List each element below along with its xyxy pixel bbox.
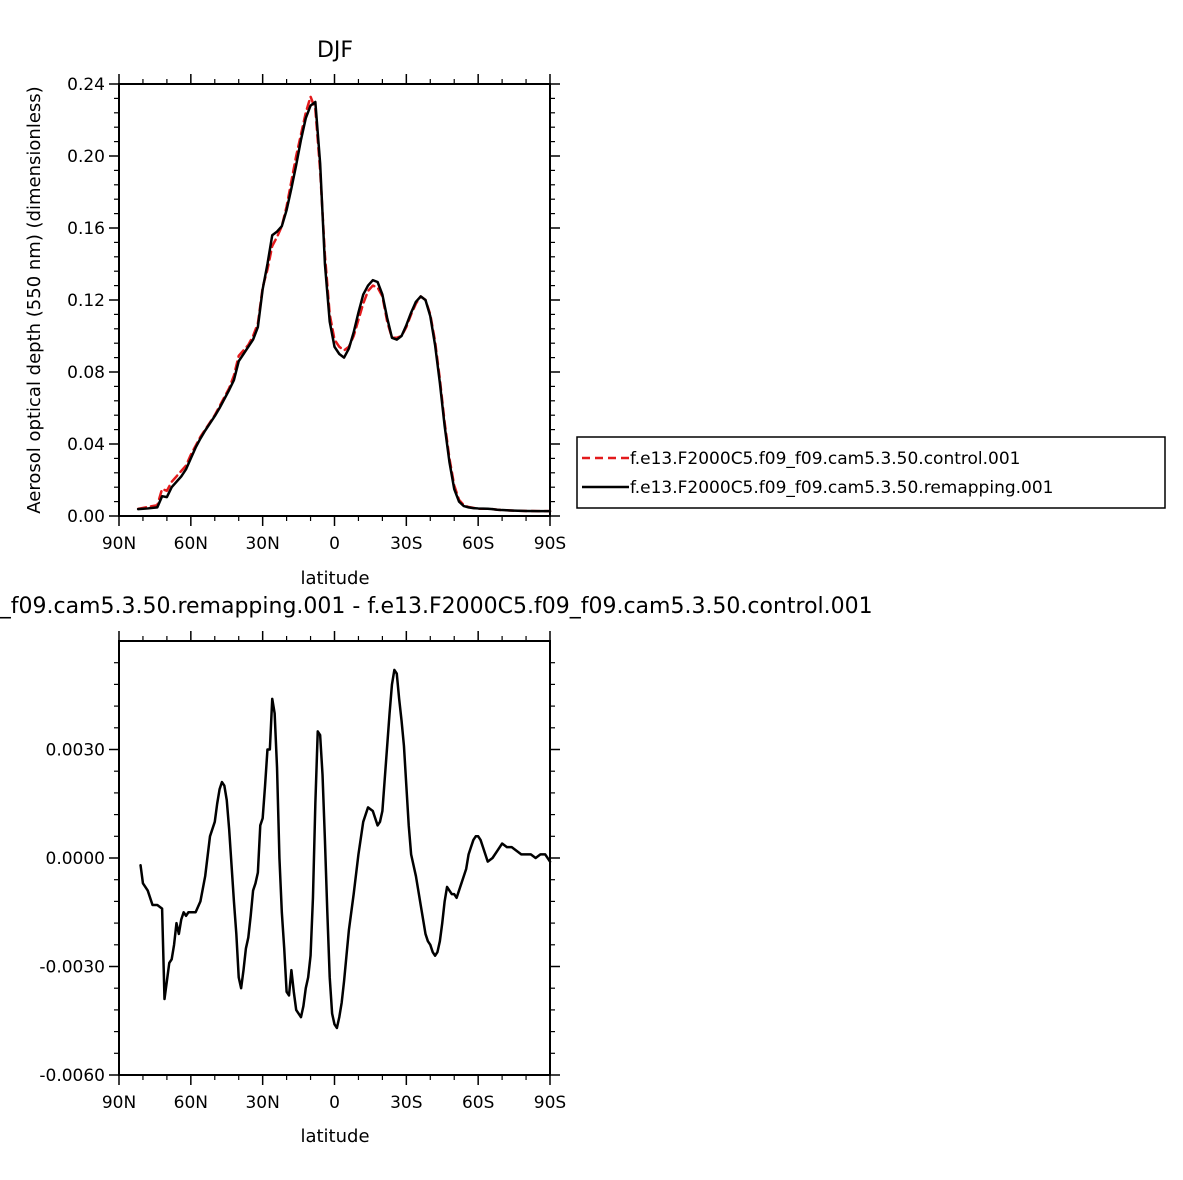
difference-plot-title: f.e13.F2000C5.f09_f09.cam5.3.50.remappin…: [0, 594, 873, 619]
difference-y-tick-label: 0.0030: [46, 741, 105, 761]
aod-series-line-0: [136, 95, 552, 513]
difference-panel: f.e13.F2000C5.f09_f09.cam5.3.50.remappin…: [0, 594, 873, 1147]
difference-plot-frame: [118, 640, 551, 1076]
aod-y-axis-title: Aerosol optical depth (550 nm) (dimensio…: [24, 86, 45, 513]
difference-x-tick-label: 90S: [534, 1093, 566, 1113]
aod-x-tick-label: 90N: [102, 534, 136, 554]
difference-x-tick-label: 90N: [102, 1093, 136, 1113]
difference-x-tick-label: 30N: [245, 1093, 279, 1113]
legend-label-remapping: f.e13.F2000C5.f09_f09.cam5.3.50.remappin…: [630, 478, 1054, 498]
aod-plot-frame: [118, 83, 551, 517]
difference-x-tick-label: 30S: [390, 1093, 422, 1113]
aod-y-tick-label: 0.00: [67, 507, 105, 527]
aod-y-tick-label: 0.08: [67, 363, 105, 383]
legend-box: [576, 436, 1166, 509]
difference-y-tick-label: -0.0060: [39, 1066, 105, 1086]
difference-x-tick-label: 60S: [462, 1093, 494, 1113]
aod-y-tick-label: 0.24: [67, 75, 105, 95]
aod-x-axis-title: latitude: [300, 568, 369, 589]
legend-label-control: f.e13.F2000C5.f09_f09.cam5.3.50.control.…: [630, 449, 1021, 469]
aod-x-tick-label: 30N: [245, 534, 279, 554]
difference-x-tick-label: 60N: [174, 1093, 208, 1113]
difference-x-axis-title: latitude: [300, 1126, 369, 1147]
difference-y-tick-label: 0.0000: [46, 849, 105, 869]
aod-plot-title: DJF: [317, 38, 353, 63]
aod-x-tick-label: 60S: [462, 534, 494, 554]
aod-panel: DJF Aerosol optical depth (550 nm) (dime…: [24, 38, 566, 589]
aod-y-tick-label: 0.16: [67, 219, 105, 239]
aod-x-tick-label: 0: [329, 534, 340, 554]
aod-ticks: 90N 60N 30N 0 30S 60S 90S 0.00 0.04 0.08 0.12 0.16 0…: [67, 74, 566, 554]
aod-x-tick-label: 90S: [534, 534, 566, 554]
difference-series-lines: [139, 668, 552, 1030]
aod-y-tick-label: 0.20: [67, 147, 105, 167]
difference-x-tick-label: 0: [329, 1093, 340, 1113]
aod-x-tick-label: 60N: [174, 534, 208, 554]
aod-x-tick-label: 30S: [390, 534, 422, 554]
aod-y-tick-label: 0.04: [67, 435, 105, 455]
aod-y-tick-label: 0.12: [67, 291, 105, 311]
legend: f.e13.F2000C5.f09_f09.cam5.3.50.control.…: [576, 436, 1166, 509]
difference-ticks: 90N 60N 30N 0 30S 60S 90S -0.0060 -0.0030 0.0000 0…: [39, 631, 566, 1113]
aod-series-line-1: [136, 100, 552, 513]
aod-series-lines: [136, 95, 552, 513]
difference-y-tick-label: -0.0030: [39, 958, 105, 978]
difference-series-line-0: [139, 668, 552, 1030]
